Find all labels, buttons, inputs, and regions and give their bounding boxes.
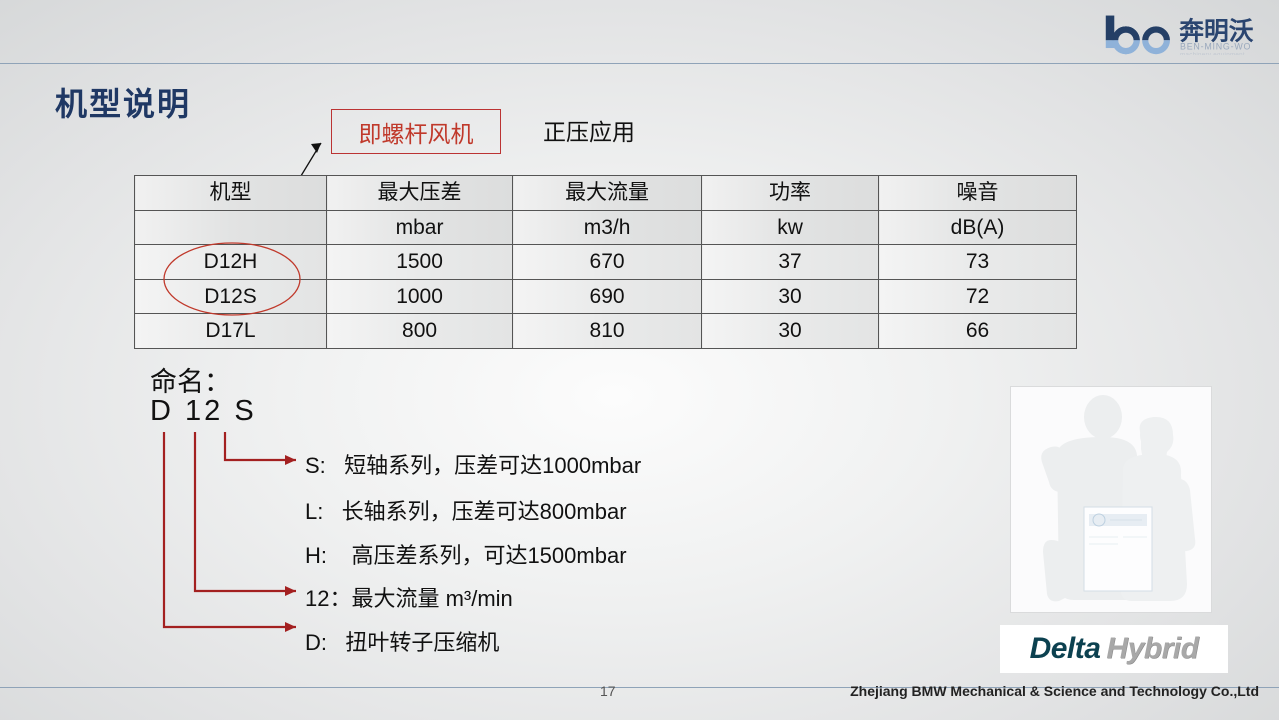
svg-text:BEN-MING-WO: BEN-MING-WO: [1180, 42, 1251, 52]
svg-text:machinery equipment: machinery equipment: [1180, 52, 1245, 55]
